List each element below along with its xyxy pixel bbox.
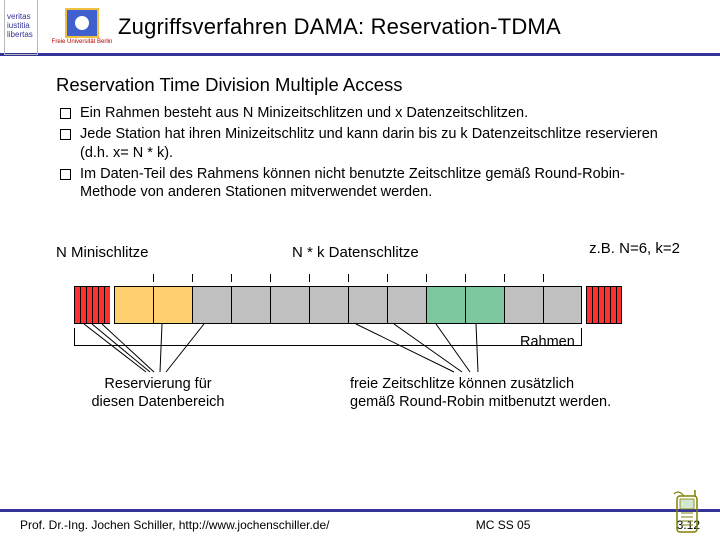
tick [426, 274, 427, 282]
university-logo: Freie Universität Berlin [50, 0, 114, 55]
data-slot [348, 286, 387, 324]
free-slot-arrows-icon [346, 324, 546, 384]
footer-course: MC SS 05 [476, 518, 531, 532]
tick [465, 274, 466, 282]
label-dataslots: N * k Datenschlitze [292, 244, 419, 261]
data-slot [426, 286, 465, 324]
data-slot [504, 286, 543, 324]
subtitle: Reservation Time Division Multiple Acces… [56, 74, 680, 96]
caption-reservation: Reservierung für diesen Datenbereich [78, 376, 238, 411]
tick [309, 274, 310, 282]
data-slot [387, 286, 426, 324]
reservation-arrows-icon [74, 324, 274, 384]
data-slot [231, 286, 270, 324]
slide-content: Reservation Time Division Multiple Acces… [0, 56, 720, 428]
tick [192, 274, 193, 282]
tick [387, 274, 388, 282]
bullet-item: Ein Rahmen besteht aus N Minizeitschlitz… [80, 104, 680, 123]
slide-header: veritas iustitia libertas Freie Universi… [0, 0, 720, 56]
motto-line: libertas [7, 31, 35, 40]
slide-footer: Prof. Dr.-Ing. Jochen Schiller, http://w… [0, 509, 720, 532]
frame-row [74, 286, 680, 324]
tick [504, 274, 505, 282]
shield-icon [65, 8, 99, 38]
data-slot [192, 286, 231, 324]
data-slot [543, 286, 582, 324]
bullet-item: Im Daten-Teil des Rahmens können nicht b… [80, 165, 680, 203]
data-slot [465, 286, 504, 324]
caption-free-slots: freie Zeitschlitze können zusätzlich gem… [350, 376, 650, 411]
motto-box: veritas iustitia libertas [4, 0, 38, 55]
footer-author: Prof. Dr.-Ing. Jochen Schiller, http://w… [20, 518, 329, 532]
data-slot [114, 286, 153, 324]
tdma-diagram: N Minischlitze N * k Datenschlitze z.B. … [56, 228, 680, 418]
mini-slot [616, 286, 622, 324]
tick [348, 274, 349, 282]
data-slot [309, 286, 348, 324]
tick [543, 274, 544, 282]
data-slot [153, 286, 192, 324]
bullet-list: Ein Rahmen besteht aus N Minizeitschlitz… [56, 104, 680, 202]
label-minislots: N Minischlitze [56, 244, 149, 261]
university-name: Freie Universität Berlin [52, 39, 113, 45]
tick [270, 274, 271, 282]
data-slot [270, 286, 309, 324]
tick [231, 274, 232, 282]
label-example: z.B. N=6, k=2 [589, 240, 680, 257]
bullet-item: Jede Station hat ihren Minizeitschlitz u… [80, 125, 680, 163]
tick [153, 274, 154, 282]
mobile-phone-icon [674, 490, 702, 534]
slide-title: Zugriffsverfahren DAMA: Reservation-TDMA [118, 14, 561, 40]
